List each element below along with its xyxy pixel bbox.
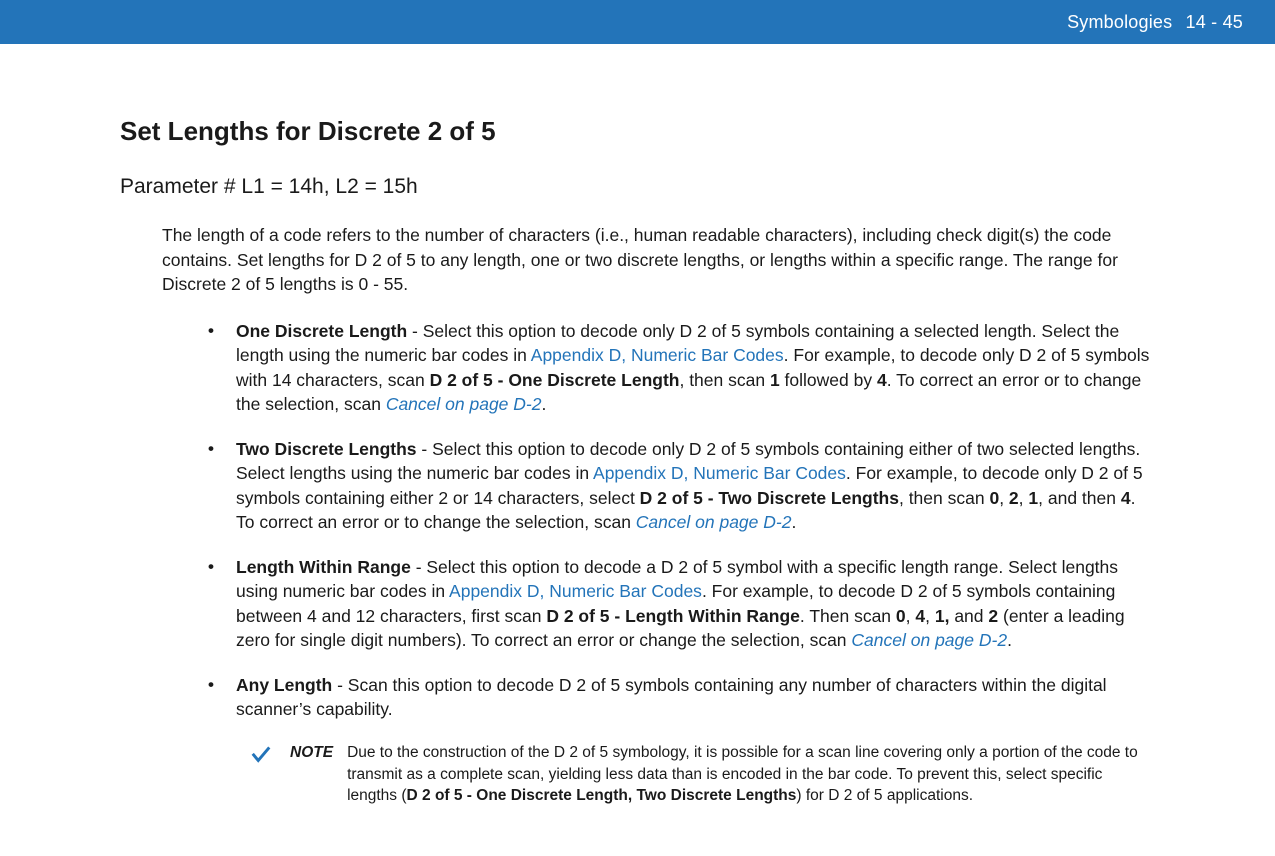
option-bold: 0 [896,606,906,626]
option-bold: 2 [1009,488,1019,508]
option-bold: 4 [915,606,925,626]
parameter-line: Parameter # L1 = 14h, L2 = 15h [120,173,1155,201]
option-bold: 1 [1028,488,1038,508]
option-bold: D 2 of 5 - One Discrete Length [430,370,680,390]
header-page: 14 - 45 [1186,12,1243,32]
option-length-within-range: Length Within Range - Select this option… [208,555,1155,653]
option-bold: D 2 of 5 - Length Within Range [546,606,800,626]
option-one-discrete-length: One Discrete Length - Select this option… [208,319,1155,417]
option-text: followed by [780,370,877,390]
option-bold: 1 [770,370,780,390]
intro-paragraph: The length of a code refers to the numbe… [162,223,1155,297]
option-text: , then scan [679,370,769,390]
option-text: . Then scan [800,606,896,626]
option-title: Two Discrete Lengths [236,439,417,459]
appendix-link[interactable]: Appendix D, Numeric Bar Codes [531,345,784,365]
options-list: One Discrete Length - Select this option… [208,319,1155,722]
option-bold: 2 [988,606,998,626]
option-text: , [906,606,916,626]
option-title: One Discrete Length [236,321,407,341]
note-block: NOTE Due to the construction of the D 2 … [250,742,1155,807]
option-bold: 4 [877,370,887,390]
option-text: - Scan this option to decode D 2 of 5 sy… [236,675,1107,720]
option-text: . [541,394,546,414]
option-text: . [791,512,796,532]
note-label: NOTE [290,742,347,807]
option-text: . [1007,630,1012,650]
cancel-link[interactable]: Cancel on page D-2 [851,630,1007,650]
cancel-link[interactable]: Cancel on page D-2 [636,512,792,532]
option-text: , [999,488,1009,508]
option-bold: 4 [1121,488,1131,508]
section-heading: Set Lengths for Discrete 2 of 5 [120,114,1155,149]
option-two-discrete-lengths: Two Discrete Lengths - Select this optio… [208,437,1155,535]
content: Set Lengths for Discrete 2 of 5 Paramete… [0,44,1275,847]
header-section: Symbologies [1067,12,1172,32]
checkmark-svg [250,744,272,766]
option-bold: D 2 of 5 - Two Discrete Lengths [640,488,899,508]
cancel-link[interactable]: Cancel on page D-2 [386,394,542,414]
note-body: Due to the construction of the D 2 of 5 … [347,742,1147,807]
option-bold: 1, [935,606,950,626]
note-bold: D 2 of 5 - One Discrete Length, Two Disc… [407,787,797,804]
checkmark-icon [250,742,290,807]
appendix-link[interactable]: Appendix D, Numeric Bar Codes [593,463,846,483]
note-text: ) for D 2 of 5 applications. [796,787,973,804]
option-text: , [925,606,935,626]
option-title: Any Length [236,675,332,695]
option-text: , [1019,488,1029,508]
option-any-length: Any Length - Scan this option to decode … [208,673,1155,722]
page-header: Symbologies 14 - 45 [0,0,1275,44]
option-text: and [949,606,988,626]
option-bold: 0 [989,488,999,508]
appendix-link[interactable]: Appendix D, Numeric Bar Codes [449,581,702,601]
header-title: Symbologies 14 - 45 [1067,12,1243,33]
option-text: , and then [1038,488,1121,508]
option-text: , then scan [899,488,989,508]
option-title: Length Within Range [236,557,411,577]
